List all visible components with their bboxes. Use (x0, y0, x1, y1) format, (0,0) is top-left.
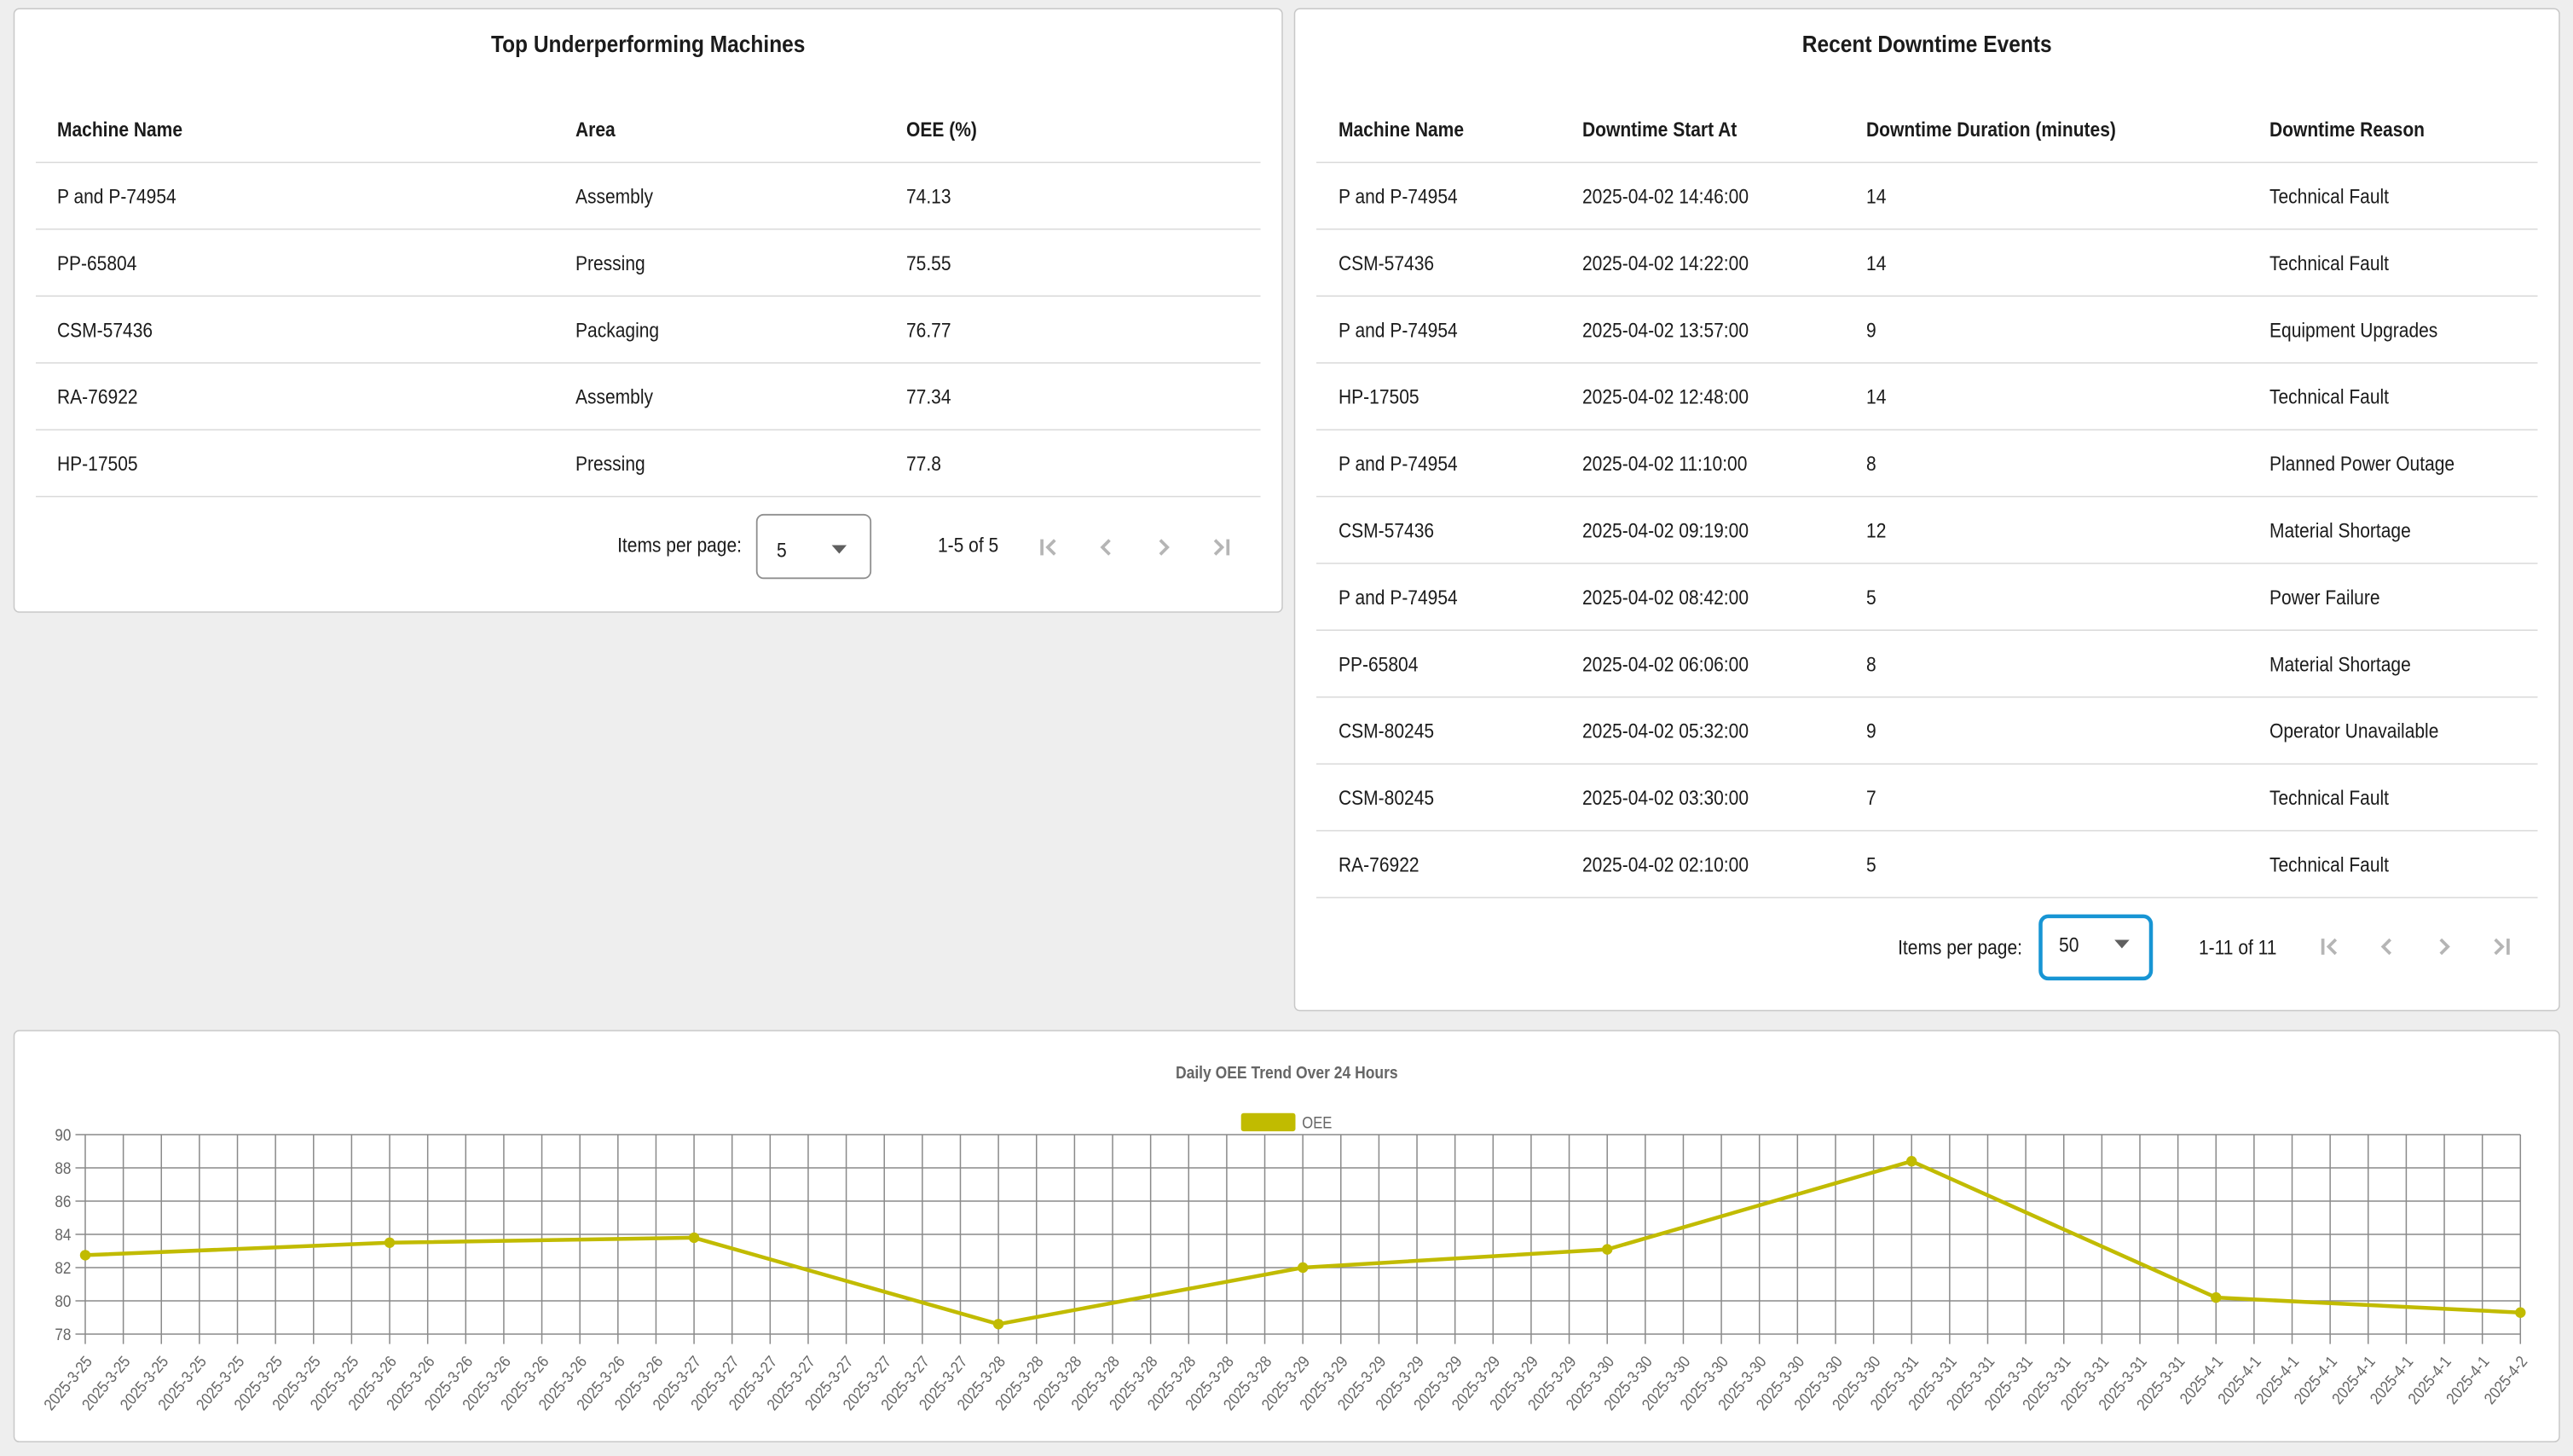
svg-text:P and P-74954: P and P-74954 (1339, 186, 1458, 209)
svg-text:2025-04-02 02:10:00: 2025-04-02 02:10:00 (1582, 854, 1749, 877)
svg-text:12: 12 (1866, 520, 1886, 543)
svg-text:Downtime Start At: Downtime Start At (1582, 118, 1737, 142)
svg-text:RA-76922: RA-76922 (1339, 854, 1419, 877)
svg-text:RA-76922: RA-76922 (57, 386, 138, 409)
svg-text:CSM-57436: CSM-57436 (57, 319, 153, 342)
svg-text:HP-17505: HP-17505 (1339, 386, 1419, 409)
svg-text:Pressing: Pressing (575, 453, 645, 476)
svg-text:OEE (%): OEE (%) (906, 118, 977, 142)
svg-text:86: 86 (55, 1193, 71, 1211)
svg-text:Machine Name: Machine Name (57, 118, 182, 142)
svg-text:PP-65804: PP-65804 (1339, 653, 1418, 676)
svg-text:Recent Downtime Events: Recent Downtime Events (1802, 31, 2052, 57)
svg-text:P and P-74954: P and P-74954 (1339, 319, 1458, 342)
svg-text:8: 8 (1866, 453, 1876, 476)
svg-text:5: 5 (777, 539, 787, 562)
svg-text:PP-65804: PP-65804 (57, 252, 136, 275)
svg-text:Operator Unavailable: Operator Unavailable (2269, 720, 2438, 743)
svg-text:77.8: 77.8 (906, 453, 941, 476)
svg-text:2025-04-02 14:22:00: 2025-04-02 14:22:00 (1582, 252, 1749, 275)
svg-text:Power Failure: Power Failure (2269, 586, 2380, 610)
svg-text:Technical Fault: Technical Fault (2269, 252, 2389, 275)
svg-text:Technical Fault: Technical Fault (2269, 787, 2389, 810)
svg-text:CSM-57436: CSM-57436 (1339, 520, 1434, 543)
svg-text:Items per page:: Items per page: (1898, 937, 2022, 960)
svg-text:2025-04-02 12:48:00: 2025-04-02 12:48:00 (1582, 386, 1749, 409)
svg-text:84: 84 (55, 1226, 71, 1245)
svg-text:50: 50 (2059, 934, 2079, 957)
svg-text:77.34: 77.34 (906, 386, 951, 409)
svg-text:74.13: 74.13 (906, 186, 951, 209)
svg-text:14: 14 (1866, 386, 1886, 409)
svg-text:2025-04-02 08:42:00: 2025-04-02 08:42:00 (1582, 586, 1749, 610)
svg-text:P and P-74954: P and P-74954 (1339, 586, 1458, 610)
svg-text:Planned Power Outage: Planned Power Outage (2269, 453, 2454, 476)
svg-text:78: 78 (55, 1326, 71, 1344)
svg-text:7: 7 (1866, 787, 1876, 810)
svg-text:Area: Area (575, 118, 616, 142)
svg-text:Machine Name: Machine Name (1339, 118, 1464, 142)
svg-text:Pressing: Pressing (575, 252, 645, 275)
svg-text:1-11 of 11: 1-11 of 11 (2199, 937, 2277, 960)
svg-text:2025-04-02 03:30:00: 2025-04-02 03:30:00 (1582, 787, 1749, 810)
svg-text:P and P-74954: P and P-74954 (1339, 453, 1458, 476)
svg-text:1-5 of 5: 1-5 of 5 (938, 534, 998, 558)
svg-text:Technical Fault: Technical Fault (2269, 386, 2389, 409)
svg-text:OEE: OEE (1302, 1114, 1332, 1132)
svg-text:76.77: 76.77 (906, 319, 951, 342)
svg-text:Packaging: Packaging (575, 319, 659, 342)
svg-text:2025-04-02 05:32:00: 2025-04-02 05:32:00 (1582, 720, 1749, 743)
svg-text:Items per page:: Items per page: (617, 534, 742, 558)
svg-text:CSM-80245: CSM-80245 (1339, 787, 1434, 810)
svg-text:9: 9 (1866, 720, 1876, 743)
svg-text:Daily OEE Trend Over 24 Hours: Daily OEE Trend Over 24 Hours (1176, 1064, 1398, 1083)
svg-text:82: 82 (55, 1259, 71, 1278)
svg-text:Assembly: Assembly (575, 386, 653, 409)
svg-text:Downtime Reason: Downtime Reason (2269, 118, 2425, 142)
svg-text:8: 8 (1866, 653, 1876, 676)
svg-text:2025-04-02 11:10:00: 2025-04-02 11:10:00 (1582, 453, 1747, 476)
svg-text:2025-04-02 06:06:00: 2025-04-02 06:06:00 (1582, 653, 1749, 676)
svg-text:Technical Fault: Technical Fault (2269, 854, 2389, 877)
svg-text:Material Shortage: Material Shortage (2269, 520, 2411, 543)
svg-text:Top Underperforming Machines: Top Underperforming Machines (491, 31, 806, 57)
svg-text:Equipment Upgrades: Equipment Upgrades (2269, 319, 2437, 342)
svg-text:2025-04-02 13:57:00: 2025-04-02 13:57:00 (1582, 319, 1749, 342)
svg-text:88: 88 (55, 1159, 71, 1178)
svg-text:90: 90 (55, 1126, 71, 1145)
svg-text:P and P-74954: P and P-74954 (57, 186, 176, 209)
svg-text:2025-04-02 09:19:00: 2025-04-02 09:19:00 (1582, 520, 1749, 543)
svg-text:HP-17505: HP-17505 (57, 453, 138, 476)
svg-text:5: 5 (1866, 586, 1876, 610)
svg-text:2025-04-02 14:46:00: 2025-04-02 14:46:00 (1582, 186, 1749, 209)
svg-text:CSM-57436: CSM-57436 (1339, 252, 1434, 275)
svg-text:14: 14 (1866, 252, 1886, 275)
svg-text:5: 5 (1866, 854, 1876, 877)
svg-text:9: 9 (1866, 319, 1876, 342)
svg-text:Downtime Duration (minutes): Downtime Duration (minutes) (1866, 118, 2116, 142)
svg-text:Material Shortage: Material Shortage (2269, 653, 2411, 676)
svg-text:80: 80 (55, 1292, 71, 1311)
svg-text:Technical Fault: Technical Fault (2269, 186, 2389, 209)
svg-text:CSM-80245: CSM-80245 (1339, 720, 1434, 743)
svg-text:75.55: 75.55 (906, 252, 951, 275)
svg-text:Assembly: Assembly (575, 186, 653, 209)
svg-text:14: 14 (1866, 186, 1886, 209)
